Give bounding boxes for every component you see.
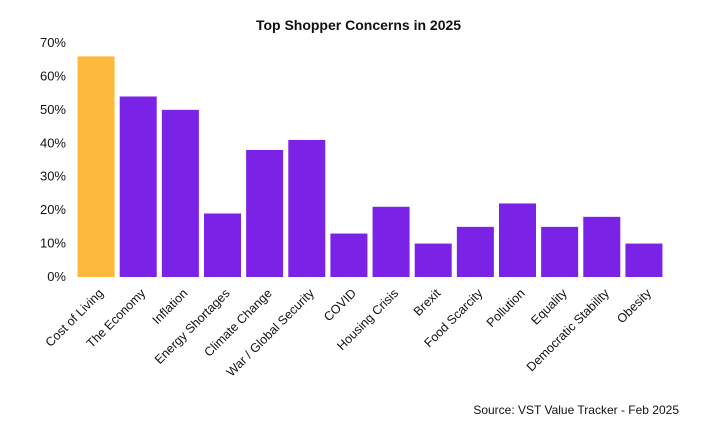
bar [372, 206, 410, 277]
bar [119, 96, 157, 277]
x-tick-label: Inflation [150, 286, 191, 327]
y-tick-label: 50% [40, 102, 66, 117]
y-tick-label: 60% [40, 68, 66, 83]
y-tick-label: 0% [47, 269, 66, 284]
bar [583, 216, 621, 277]
chart-title: Top Shopper Concerns in 2025 [255, 17, 462, 33]
bar [161, 109, 199, 277]
bar [77, 56, 115, 277]
bar [625, 243, 663, 277]
bar [330, 233, 368, 277]
bar [414, 243, 452, 277]
bar [456, 226, 494, 277]
source-note: Source: VST Value Tracker - Feb 2025 [473, 403, 679, 417]
x-tick-label: COVID [321, 286, 359, 324]
bar [288, 139, 326, 277]
bars [77, 56, 663, 277]
bar [246, 149, 284, 277]
x-tick-label: Brexit [411, 286, 444, 319]
x-tick-label: Equality [528, 286, 570, 328]
y-axis: 0% 10% 20% 30% 40% 50% 60% 70% [40, 35, 66, 284]
y-tick-label: 30% [40, 169, 66, 184]
x-tick-label: Energy Shortages [152, 286, 233, 367]
x-tick-label: Obesity [614, 286, 654, 326]
bar [204, 213, 241, 277]
y-tick-label: 70% [40, 35, 66, 50]
bar [499, 203, 536, 277]
bar [541, 226, 579, 277]
x-tick-label: Democratic Stability [524, 286, 613, 375]
y-tick-label: 20% [40, 202, 66, 217]
y-tick-label: 10% [40, 236, 66, 251]
x-tick-label: Pollution [484, 286, 528, 330]
y-tick-label: 40% [40, 135, 66, 150]
